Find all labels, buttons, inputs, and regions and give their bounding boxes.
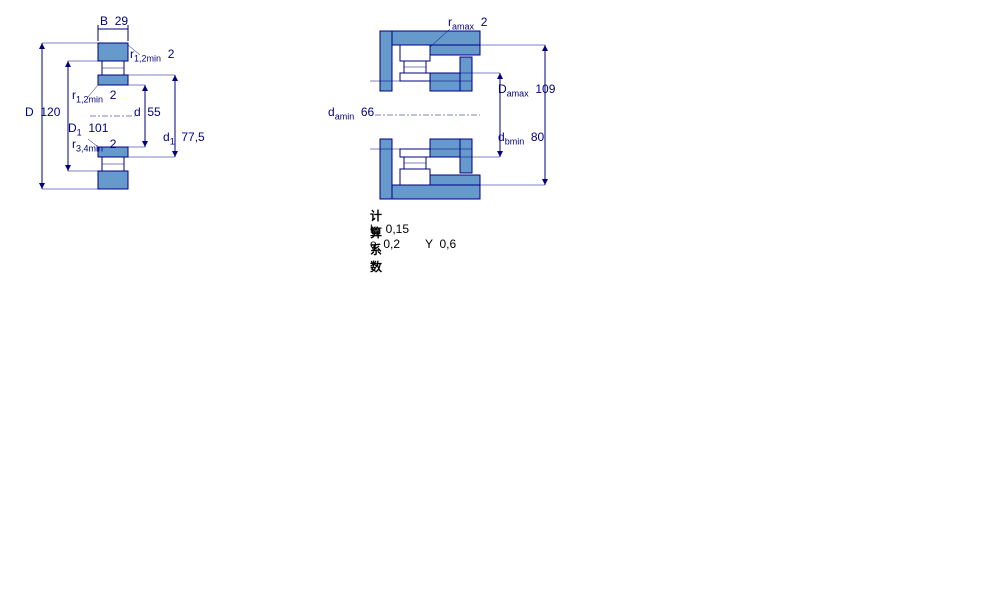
label-B-sym: B xyxy=(100,14,108,28)
label-damin-val: 66 xyxy=(361,105,374,119)
label-D1-sub: 1 xyxy=(77,127,82,137)
label-d1-sub: 1 xyxy=(170,136,175,146)
coeff-Y-sym: Y xyxy=(425,237,433,251)
coeff-kr: kr 0,15 xyxy=(370,222,409,238)
label-r12m-sub: 1,2min xyxy=(76,94,103,104)
label-D-val: 120 xyxy=(40,105,60,119)
label-d1-sym: d xyxy=(163,130,170,144)
label-D-sym: D xyxy=(25,105,34,119)
label-r12min-mid: r1,2min 2 xyxy=(72,88,116,104)
label-r12m-val: 2 xyxy=(110,88,117,102)
label-damin: damin 66 xyxy=(328,105,374,121)
label-d1: d1 77,5 xyxy=(163,130,205,146)
label-dbmin-sym: d xyxy=(498,130,505,144)
coeff-e-val: 0,2 xyxy=(383,237,400,251)
label-r34-sub: 3,4min xyxy=(76,143,103,153)
coeff-e: e 0,2 xyxy=(370,237,400,251)
label-r34-val: 2 xyxy=(110,137,117,151)
label-r12t-val: 2 xyxy=(168,47,175,61)
label-r34min: r3,4min 2 xyxy=(72,137,116,153)
label-d-sym: d xyxy=(134,105,141,119)
coeff-e-sym: e xyxy=(370,237,377,251)
label-B-val: 29 xyxy=(115,14,128,28)
label-dbmin-sub: bmin xyxy=(505,136,525,146)
label-D1-sym: D xyxy=(68,121,77,135)
label-damin-sym: d xyxy=(328,105,335,119)
label-d1-val: 77,5 xyxy=(181,130,204,144)
label-Damax: Damax 109 xyxy=(498,82,555,98)
label-Damax-sym: D xyxy=(498,82,507,96)
label-damin-sub: amin xyxy=(335,111,355,121)
label-dbmin: dbmin 80 xyxy=(498,130,544,146)
label-d: d 55 xyxy=(134,105,161,119)
label-dbmin-val: 80 xyxy=(531,130,544,144)
label-ramax-sub: amax xyxy=(452,21,474,31)
label-Damax-sub: amax xyxy=(507,88,529,98)
label-D: D 120 xyxy=(25,105,60,119)
coeff-Y-val: 0,6 xyxy=(439,237,456,251)
diagram-right-svg xyxy=(370,17,590,217)
label-Damax-val: 109 xyxy=(535,82,555,96)
coeff-Y: Y 0,6 xyxy=(425,237,456,251)
label-ramax: ramax 2 xyxy=(448,15,487,31)
coeff-kr-val: 0,15 xyxy=(386,222,409,236)
label-ramax-val: 2 xyxy=(481,15,488,29)
label-D1: D1 101 xyxy=(68,121,108,137)
label-B: B 29 xyxy=(100,14,128,28)
label-D1-val: 101 xyxy=(88,121,108,135)
label-r12t-sub: 1,2min xyxy=(134,53,161,63)
label-r12min-top: r1,2min 2 xyxy=(130,47,174,63)
label-d-val: 55 xyxy=(147,105,160,119)
